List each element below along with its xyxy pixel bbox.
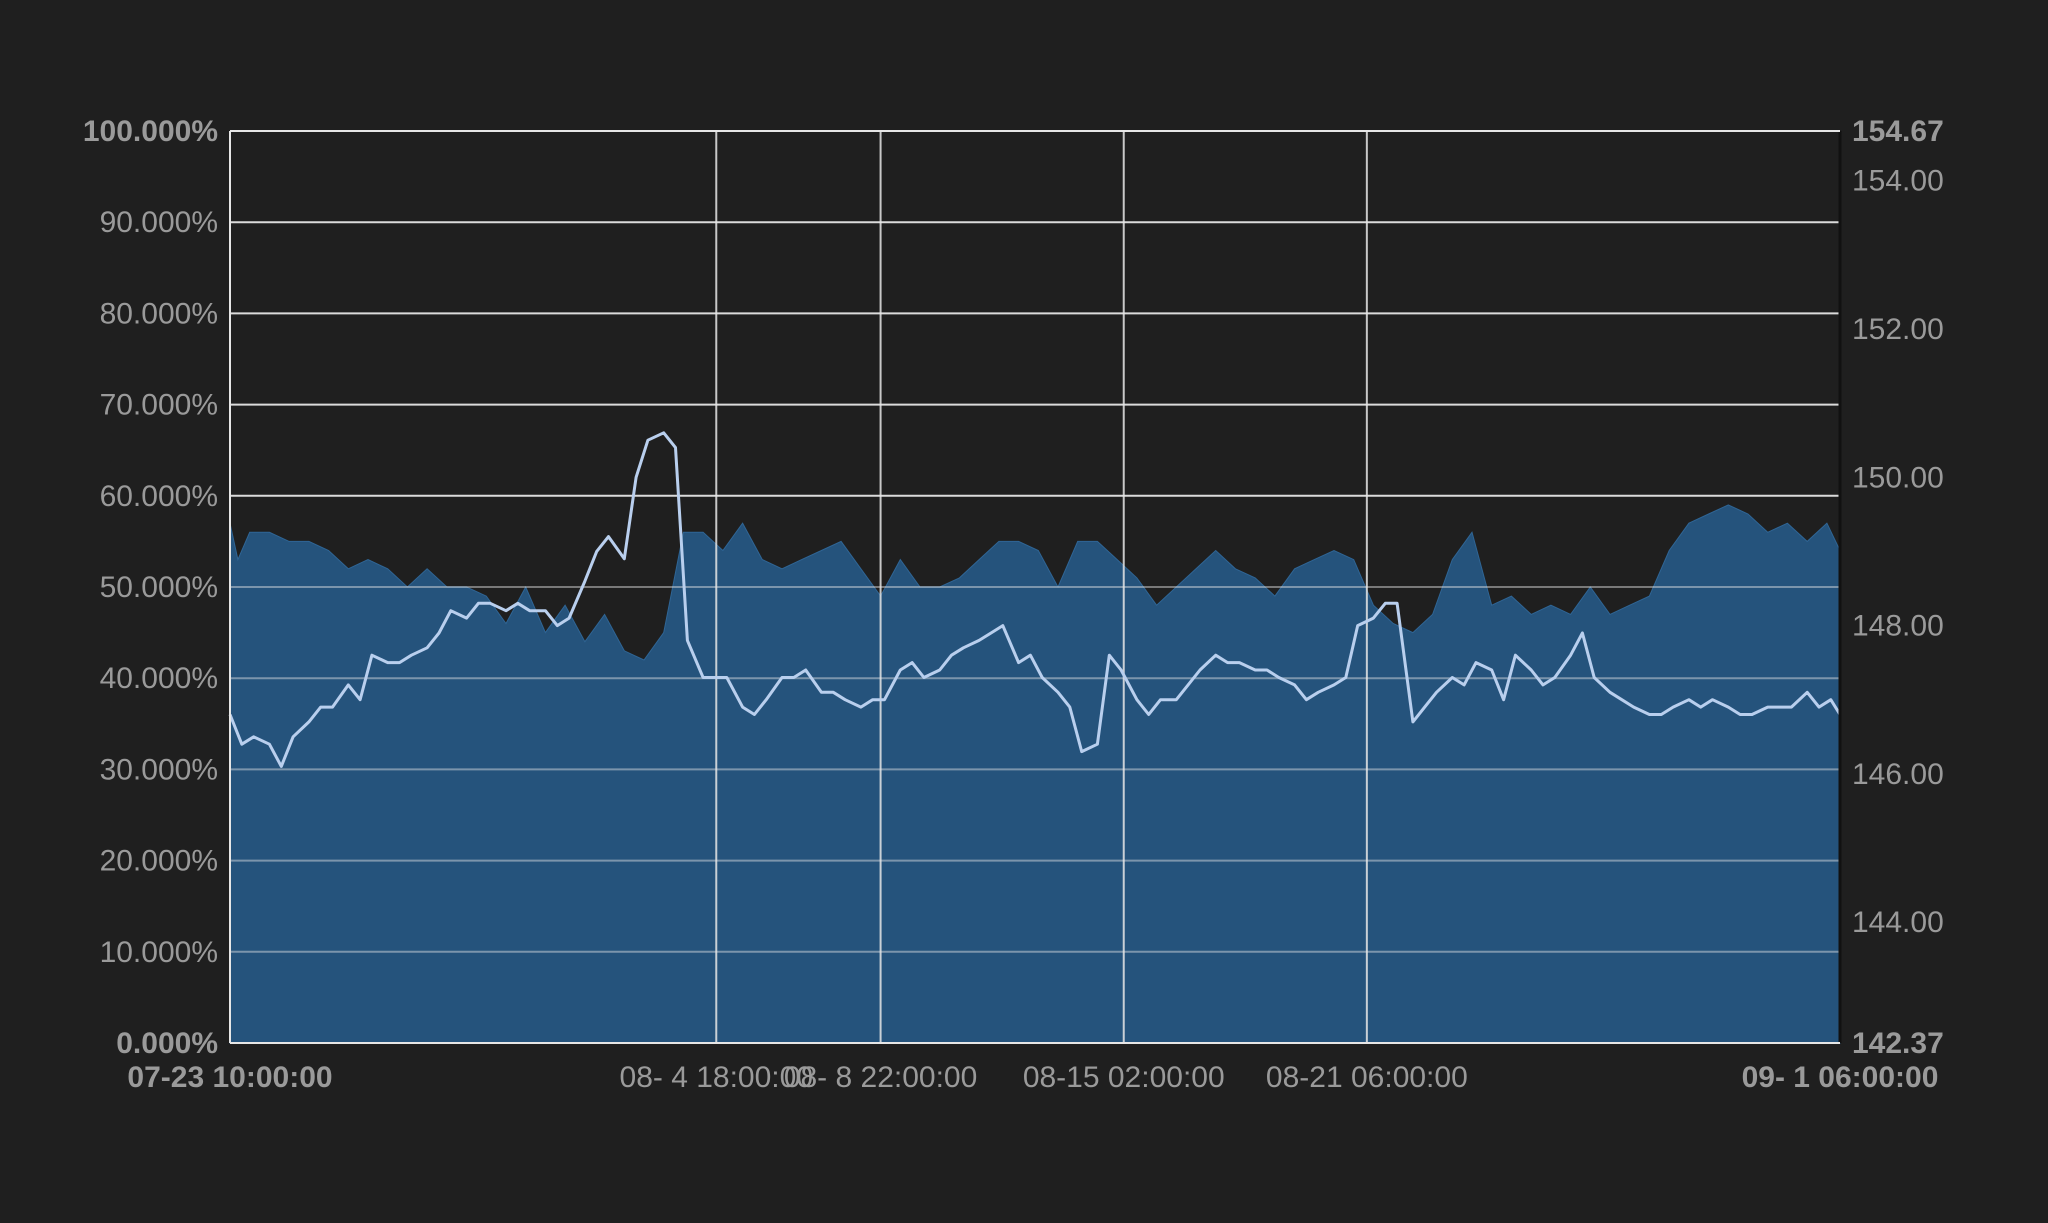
left-tick-label: 90.000%	[100, 206, 218, 239]
right-axis-ticks: 154.67 154.00 152.00 150.00 148.00 146.00 144.…	[1852, 115, 1944, 1060]
line-series	[228, 431, 1842, 768]
left-axis-ticks: 100.000% 90.000% 80.000% 70.000% 60.000% 50.0…	[83, 115, 218, 1060]
right-tick-label: 148.00	[1852, 610, 1944, 643]
right-tick-label: 142.37	[1852, 1027, 1944, 1060]
x-tick-label: 07-23 10:00:00	[127, 1061, 332, 1094]
right-tick-label: 146.00	[1852, 758, 1944, 791]
left-tick-label: 100.000%	[83, 115, 218, 148]
left-tick-label: 70.000%	[100, 389, 218, 422]
left-tick-label: 20.000%	[100, 845, 218, 878]
right-tick-label: 144.00	[1852, 906, 1944, 939]
x-tick-label: 08-21 06:00:00	[1266, 1061, 1468, 1094]
left-tick-label: 60.000%	[100, 480, 218, 513]
right-tick-label: 150.00	[1852, 461, 1944, 494]
left-tick-label: 0.000%	[116, 1027, 218, 1060]
left-tick-label: 50.000%	[100, 571, 218, 604]
left-tick-label: 10.000%	[100, 936, 218, 969]
line-series-layer	[228, 431, 1842, 768]
x-tick-label: 09- 1 06:00:00	[1742, 1061, 1939, 1094]
area-series-layer	[229, 504, 1841, 1044]
x-tick-label: 08- 4 18:00:00	[620, 1061, 814, 1094]
left-tick-label: 40.000%	[100, 662, 218, 695]
x-tick-label: 08- 8 22:00:00	[784, 1061, 978, 1094]
axes-layer	[229, 130, 1842, 1044]
right-tick-label: 154.00	[1852, 165, 1944, 198]
left-tick-label: 30.000%	[100, 753, 218, 786]
right-tick-label: 154.67	[1852, 115, 1944, 148]
area-series	[229, 504, 1841, 1044]
x-tick-label: 08-15 02:00:00	[1023, 1061, 1225, 1094]
right-tick-label: 152.00	[1852, 313, 1944, 346]
left-tick-label: 80.000%	[100, 297, 218, 330]
